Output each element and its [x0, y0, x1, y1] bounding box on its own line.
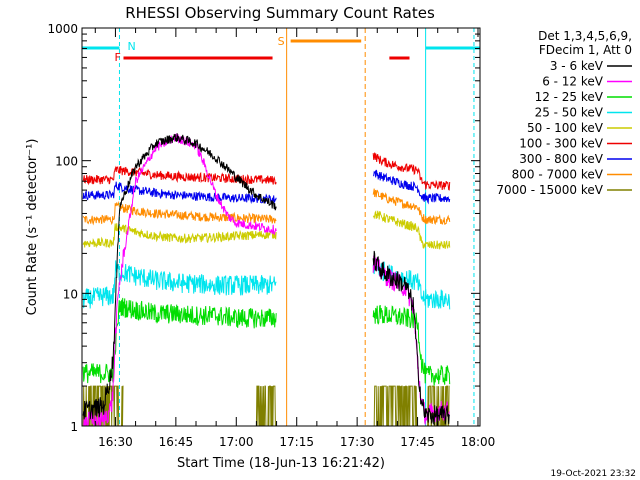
flag-bars: NF S: [82, 28, 480, 426]
plot-frame: [81, 27, 481, 427]
series-line-segment: [373, 385, 418, 426]
series-line-segment: [82, 297, 277, 384]
timestamp: 19-Oct-2021 23:32: [551, 469, 636, 479]
x-axis: 16:30 16:45 17:00 17:15 17:30 17:45 18:00: [94, 28, 496, 449]
flag-annotation-s: S: [278, 35, 285, 48]
series-300-800-kev: [82, 169, 451, 205]
y-axis-label: Count Rate (s⁻¹ detector⁻¹): [25, 139, 40, 316]
flag-annotation-f: F: [114, 51, 120, 64]
legend-label: 3 - 6 keV: [550, 59, 604, 73]
flag-annotation-n: N: [127, 40, 135, 53]
series-line-segment: [372, 250, 451, 426]
y-tick-label: 100: [55, 155, 78, 169]
series-7000-15000-kev: [82, 385, 450, 426]
legend-label: 100 - 300 keV: [519, 137, 603, 151]
chart-title: RHESSI Observing Summary Count Rates: [125, 4, 435, 22]
series-line-segment: [82, 181, 277, 205]
series-50-100-kev: [82, 210, 451, 250]
series-line-segment: [82, 223, 277, 249]
x-tick-label: 18:00: [461, 435, 496, 449]
series-line-segment: [255, 385, 277, 426]
legend-label: 12 - 25 keV: [535, 90, 604, 104]
series-line-segment: [82, 200, 277, 226]
legend-label: 7000 - 15000 keV: [496, 183, 603, 197]
x-tick-label: 17:30: [340, 435, 375, 449]
x-tick-label: 17:00: [219, 435, 254, 449]
x-axis-label: Start Time (18-Jun-13 16:21:42): [177, 456, 385, 471]
series-layer: [82, 133, 451, 426]
series-12-25-kev: [82, 297, 451, 386]
legend-label: 50 - 100 keV: [527, 121, 604, 135]
y-tick-label: 1: [70, 420, 78, 434]
x-tick-label: 16:45: [159, 435, 194, 449]
legend-label: 25 - 50 keV: [535, 106, 604, 120]
series-line-segment: [372, 304, 451, 386]
series-line-segment: [372, 210, 451, 250]
legend-label: 6 - 12 keV: [542, 75, 604, 89]
series-line-segment: [82, 133, 277, 420]
y-tick-label: 1000: [47, 22, 78, 36]
x-tick-label: 16:30: [98, 435, 133, 449]
series-line-segment: [82, 260, 277, 309]
legend-label: 800 - 7000 keV: [512, 168, 604, 182]
x-tick-label: 17:15: [279, 435, 314, 449]
y-axis: 1 10 100 1000: [47, 22, 480, 434]
legend-label: 300 - 800 keV: [519, 152, 603, 166]
series-line-segment: [372, 152, 451, 191]
legend-header-line-1: Det 1,3,4,5,6,9,: [538, 29, 632, 43]
series-line-segment: [372, 188, 451, 226]
series-line-segment: [373, 169, 451, 205]
series-800-7000-kev: [82, 188, 451, 226]
series-line-segment: [121, 385, 124, 426]
x-tick-label: 17:45: [400, 435, 435, 449]
series-line-segment: [82, 165, 277, 186]
y-tick-label: 10: [63, 287, 78, 301]
legend-header-line-2: FDecim 1, Att 0: [539, 43, 632, 57]
series-3-6-kev: [82, 133, 451, 426]
